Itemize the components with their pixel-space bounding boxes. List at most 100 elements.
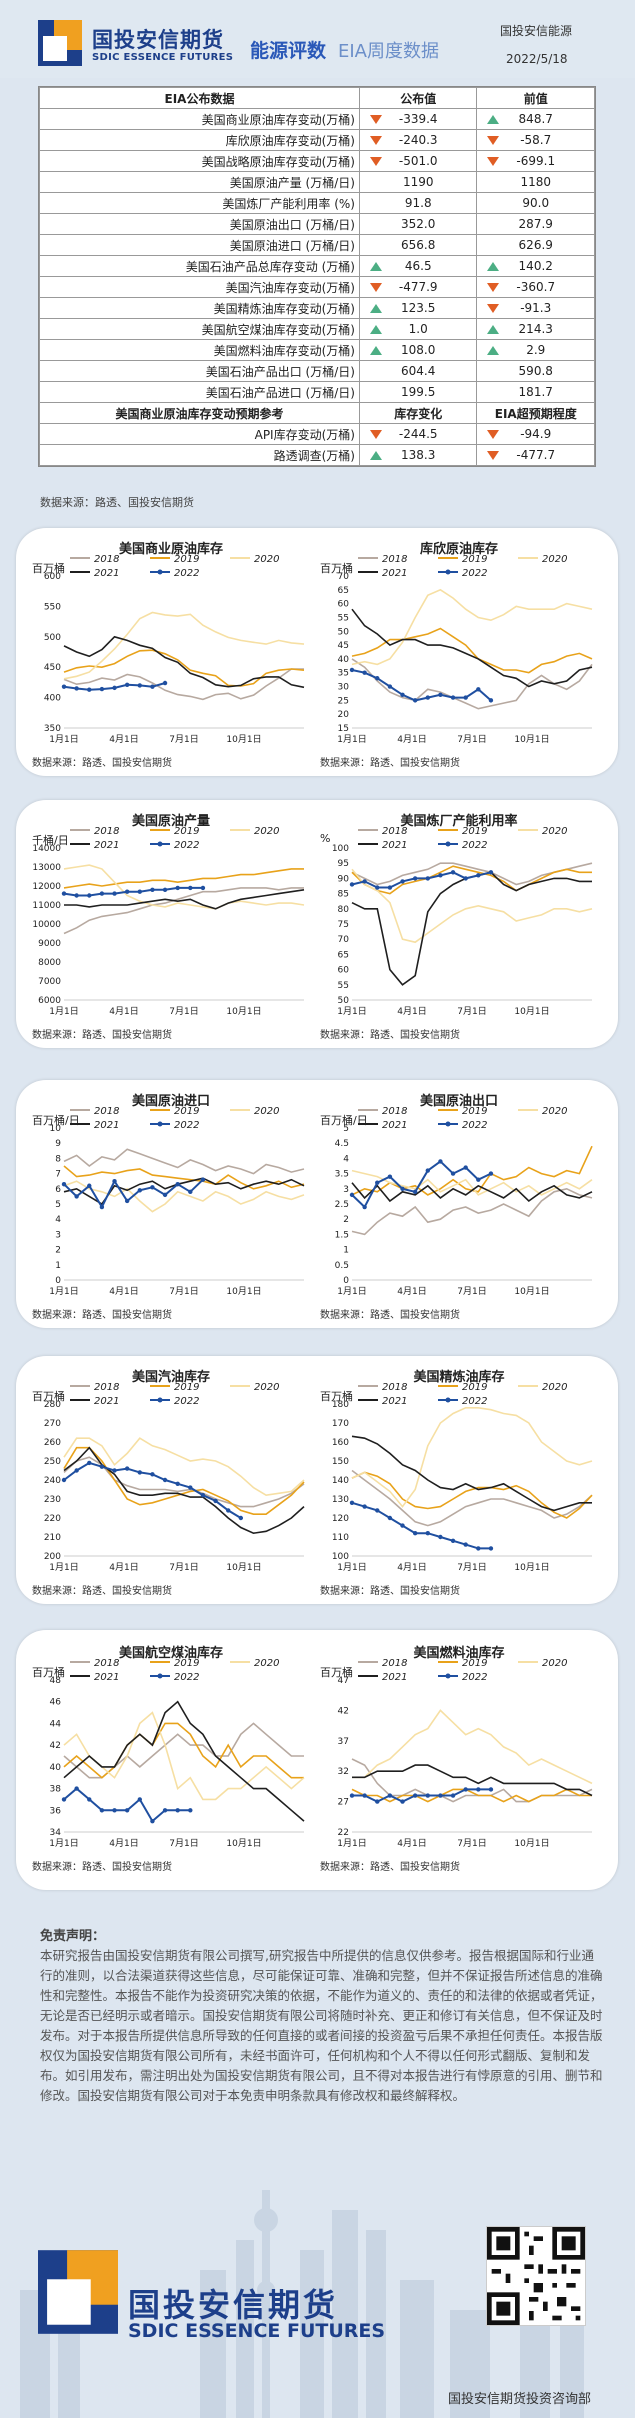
y-tick-label: 32 bbox=[338, 1767, 349, 1777]
report-date: 2022/5/18 bbox=[506, 52, 568, 66]
y-tick-label: 140 bbox=[332, 1476, 349, 1486]
data-point-2022 bbox=[175, 885, 180, 891]
row-label: 美国精炼油库存变动(万桶) bbox=[39, 297, 360, 319]
row-label: 美国商业原油库存变动(万桶) bbox=[39, 108, 360, 130]
legend-label: 2021 bbox=[94, 1672, 119, 1683]
data-point-2022 bbox=[162, 680, 168, 686]
row-label: 美国炼厂产能利用率 (%) bbox=[39, 192, 360, 214]
legend-label: 2018 bbox=[382, 1382, 407, 1393]
triangle-up-icon bbox=[369, 451, 382, 460]
table-row: 美国燃料油库存变动(万桶) 108.0 2.9 bbox=[39, 339, 595, 361]
chart-source: 数据来源：路透、国投安信期货 bbox=[32, 1310, 172, 1321]
y-tick-label: 65 bbox=[338, 586, 349, 596]
data-point-2022 bbox=[412, 698, 418, 703]
data-point-2022 bbox=[74, 1786, 79, 1791]
data-point-2022 bbox=[74, 893, 79, 898]
y-tick-label: 42 bbox=[338, 1706, 349, 1716]
legend-marker bbox=[157, 1397, 163, 1403]
data-point-2022 bbox=[362, 1793, 367, 1798]
previous-value-cell: 140.2 bbox=[476, 255, 595, 277]
legend-label: 2018 bbox=[382, 1106, 407, 1117]
table-row: 美国石油产品总库存变动 (万桶) 46.5 140.2 bbox=[39, 255, 595, 277]
data-point-2022 bbox=[488, 1171, 494, 1176]
chart-plot: 2018 2019 2020 2021 2022 6000 7000 8000 9000 1000… bbox=[32, 826, 305, 1017]
data-point-2022 bbox=[188, 1189, 193, 1195]
y-tick-label: 0 bbox=[343, 1276, 349, 1286]
legend-label: 2021 bbox=[382, 1672, 407, 1683]
data-point-2022 bbox=[412, 1189, 418, 1195]
table-row: 美国商业原油库存变动(万桶) -339.4 848.7 bbox=[39, 108, 595, 130]
row-label: 美国航空煤油库存变动(万桶) bbox=[39, 318, 360, 340]
data-point-2022 bbox=[463, 1787, 468, 1792]
data-point-2022 bbox=[463, 876, 468, 881]
legend-label: 2022 bbox=[174, 840, 199, 851]
y-tick-label: 50 bbox=[338, 627, 350, 637]
y-tick-label: 260 bbox=[44, 1438, 61, 1448]
y-tick-label: 400 bbox=[44, 694, 61, 704]
x-tick-label: 4月1日 bbox=[397, 1286, 426, 1297]
data-point-2022 bbox=[99, 1464, 105, 1469]
y-tick-label: 210 bbox=[44, 1533, 61, 1543]
data-point-2022 bbox=[87, 1183, 92, 1188]
data-point-2022 bbox=[137, 1188, 142, 1193]
y-tick-label: 44 bbox=[50, 1719, 62, 1729]
legend-label: 2021 bbox=[94, 840, 119, 851]
legend-label: 2021 bbox=[382, 1396, 407, 1407]
data-point-2022 bbox=[425, 1793, 430, 1798]
x-tick-label: 4月1日 bbox=[109, 1286, 138, 1297]
data-point-2022 bbox=[137, 1797, 142, 1802]
line-chart: 2018 2019 2020 2021 2022 22 27 32 37 42 47 1月1日 4月1日… bbox=[318, 1642, 600, 1873]
data-point-2022 bbox=[476, 1787, 481, 1792]
x-tick-label: 7月1日 bbox=[457, 1562, 486, 1573]
y-tick-label: 55 bbox=[338, 981, 349, 991]
legend-label: 2021 bbox=[94, 1396, 119, 1407]
y-tick-label: 450 bbox=[44, 663, 61, 673]
x-tick-label: 1月1日 bbox=[49, 1838, 78, 1849]
legend-label: 2022 bbox=[174, 1120, 199, 1131]
y-tick-label: 4 bbox=[55, 1215, 61, 1225]
chart-source: 数据来源：路透、国投安信期货 bbox=[320, 1030, 460, 1041]
y-tick-label: 60 bbox=[338, 600, 350, 610]
line-chart: 2018 2019 2020 2021 2022 0 0.5 1 1.5 2 2.5 3 3.5 4 4.5… bbox=[318, 1090, 600, 1321]
x-tick-label: 7月1日 bbox=[457, 1838, 486, 1849]
chart-unit: 百万桶/日 bbox=[32, 1114, 80, 1127]
data-point-2022 bbox=[238, 1515, 244, 1521]
y-tick-label: 65 bbox=[338, 950, 349, 960]
data-point-2022 bbox=[124, 1198, 130, 1204]
disclaimer-title: 免责声明： bbox=[40, 1929, 106, 1944]
data-point-2022 bbox=[137, 889, 142, 894]
data-point-2022 bbox=[400, 879, 405, 884]
series-line-2019 bbox=[351, 627, 593, 674]
y-tick-label: 4.5 bbox=[335, 1139, 349, 1149]
data-point-2022 bbox=[124, 889, 130, 894]
footer-brand-name: 国投安信期货 bbox=[128, 2286, 339, 2324]
data-point-2022 bbox=[362, 1504, 367, 1509]
previous-value: -94.9 bbox=[520, 427, 552, 441]
chart-source: 数据来源：路透、国投安信期货 bbox=[32, 1030, 172, 1041]
y-tick-label: 70 bbox=[338, 572, 350, 582]
data-point-2022 bbox=[200, 885, 206, 891]
y-tick-label: 37 bbox=[338, 1737, 349, 1747]
legend-label: 2021 bbox=[94, 568, 119, 579]
data-point-2022 bbox=[74, 686, 79, 691]
legend-label: 2020 bbox=[254, 554, 279, 565]
legend-label: 2019 bbox=[174, 826, 199, 837]
legend-label: 2019 bbox=[174, 1658, 199, 1669]
legend-label: 2018 bbox=[382, 826, 407, 837]
qr-code-icon[interactable] bbox=[486, 2226, 586, 2326]
current-value: -339.4 bbox=[398, 112, 438, 126]
x-tick-label: 4月1日 bbox=[397, 734, 426, 745]
data-point-2022 bbox=[200, 1177, 206, 1182]
line-chart: 2018 2019 2020 2021 2022 50 55 60 65 70 75 80 85 90 95… bbox=[318, 810, 600, 1041]
data-point-2022 bbox=[488, 870, 494, 875]
table-header-name: EIA公布数据 bbox=[39, 87, 360, 109]
y-tick-label: 3 bbox=[343, 1185, 349, 1195]
previous-value-cell: 90.0 bbox=[476, 192, 595, 214]
current-value: -501.0 bbox=[398, 154, 438, 168]
y-tick-label: 45 bbox=[338, 641, 349, 651]
data-point-2022 bbox=[450, 1171, 456, 1176]
series-line-2018 bbox=[63, 887, 304, 935]
y-tick-label: 14000 bbox=[32, 844, 61, 854]
y-tick-label: 10000 bbox=[32, 920, 61, 930]
x-tick-label: 10月1日 bbox=[514, 1562, 549, 1573]
